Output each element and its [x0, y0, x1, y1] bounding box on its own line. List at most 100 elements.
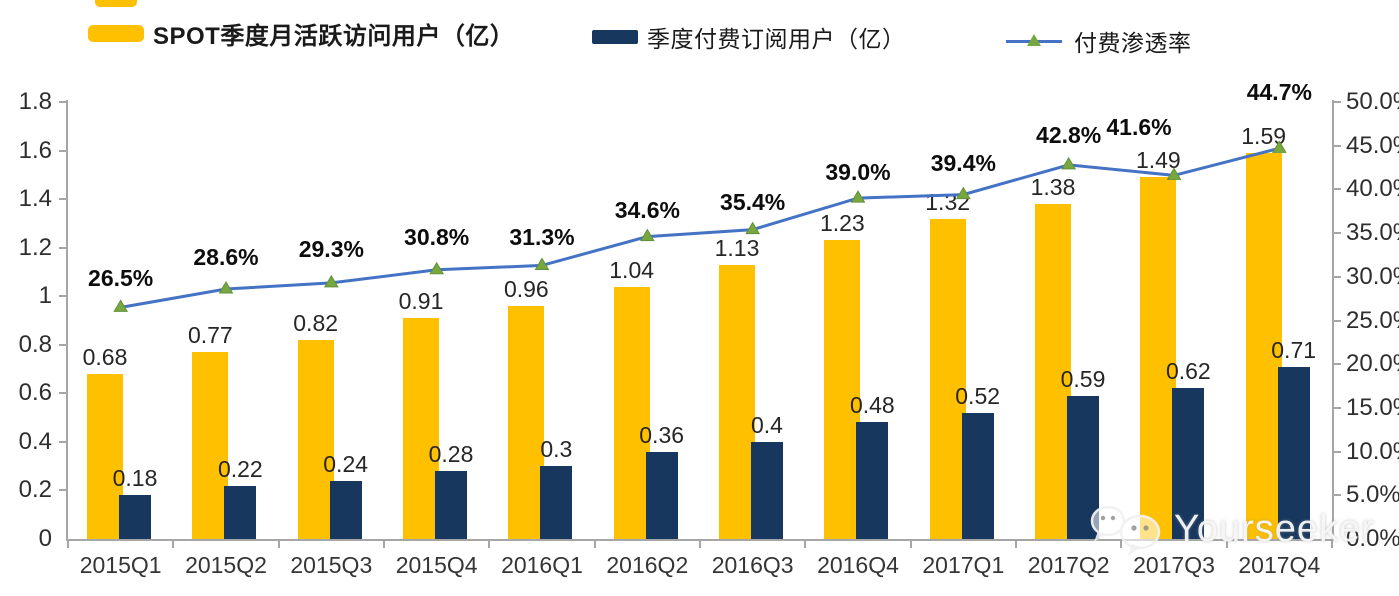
legend-label-subscribers: 季度付费订阅用户（亿） — [647, 26, 906, 52]
y-axis-left-tick — [59, 101, 66, 103]
y-axis-right-tick — [1334, 232, 1341, 235]
y-axis-left-label: 0.2 — [18, 476, 52, 504]
x-axis-tick — [172, 541, 175, 548]
y-axis-right-tick — [1334, 144, 1341, 147]
penetration-label-2017Q1: 39.4% — [930, 149, 996, 176]
y-axis-left-tick — [59, 392, 66, 395]
bar-label-mau-2017Q4: 1.59 — [1241, 122, 1287, 149]
line-marker-2017Q2 — [1061, 156, 1077, 170]
y-axis-right-tick — [1334, 275, 1341, 278]
bar-subs-2016Q1 — [540, 466, 573, 539]
bar-label-subs-2015Q3: 0.24 — [323, 450, 369, 477]
x-axis-tick — [1015, 541, 1017, 548]
x-axis-tick — [699, 541, 701, 548]
x-axis-label-2016Q4: 2016Q4 — [817, 552, 899, 578]
bar-label-mau-2016Q1: 0.96 — [503, 275, 549, 302]
y-axis-left-label: 1.4 — [18, 185, 52, 213]
line-marker-2016Q1 — [534, 257, 550, 270]
y-axis-right-label: 10.0% — [1346, 437, 1399, 465]
y-axis-left-line — [66, 100, 68, 541]
line-marker-2015Q4 — [429, 261, 445, 275]
y-axis-left-label: 0.4 — [18, 427, 52, 455]
line-marker-2016Q3 — [745, 221, 761, 235]
y-axis-right-label: 45.0% — [1346, 131, 1399, 159]
y-axis-right-tick — [1334, 319, 1341, 322]
y-axis-left-tick — [59, 149, 66, 152]
bar-mau-2015Q4 — [403, 318, 439, 539]
x-axis-label-2016Q3: 2016Q3 — [711, 552, 794, 578]
x-axis-tick — [1331, 541, 1333, 548]
watermark: Yourseeker — [1088, 498, 1375, 560]
bar-mau-2015Q3 — [297, 339, 334, 539]
y-axis-left-tick — [59, 489, 66, 492]
x-axis-label-2016Q1: 2016Q1 — [501, 552, 583, 578]
bar-label-subs-2017Q3: 0.62 — [1165, 358, 1211, 385]
bar-label-mau-2015Q4: 0.91 — [398, 288, 444, 315]
legend-swatch-mau — [88, 25, 144, 42]
x-axis-label-2017Q1: 2017Q1 — [922, 552, 1005, 578]
triangle-marker-icon — [1027, 34, 1041, 46]
bar-subs-2016Q4 — [856, 422, 889, 539]
watermark-text: Yourseeker — [1174, 507, 1375, 550]
penetration-label-2017Q3: 41.6% — [1106, 114, 1172, 141]
x-axis-tick — [804, 541, 807, 548]
y-axis-right-tick — [1334, 363, 1341, 366]
wechat-icon — [1090, 505, 1161, 556]
x-axis-label-2017Q3: 2017Q3 — [1133, 552, 1215, 578]
bar-mau-2016Q2 — [613, 286, 650, 539]
y-axis-left-tick — [59, 343, 66, 346]
bar-subs-2017Q4 — [1277, 366, 1310, 539]
y-axis-right-tick — [1334, 406, 1341, 409]
bar-subs-2017Q3 — [1172, 388, 1205, 539]
line-marker-2016Q4 — [850, 190, 866, 203]
y-axis-left-label: 0.8 — [18, 330, 52, 358]
y-axis-left-label: 0.6 — [18, 379, 52, 407]
bar-subs-2015Q3 — [329, 480, 362, 539]
bar-label-subs-2017Q2: 0.59 — [1060, 365, 1106, 392]
y-axis-left-label: 1.8 — [18, 88, 52, 115]
x-axis-label-2016Q2: 2016Q2 — [606, 552, 689, 578]
y-axis-left-label: 1.2 — [18, 233, 52, 261]
x-axis-tick — [383, 541, 385, 548]
bar-label-subs-2016Q1: 0.3 — [540, 436, 573, 463]
bar-label-subs-2017Q4: 0.71 — [1271, 336, 1317, 363]
y-axis-right-tick — [1334, 494, 1341, 497]
x-axis-label-2015Q1: 2015Q1 — [79, 552, 162, 578]
legend-item-subscribers: 季度付费订阅用户（亿） — [592, 20, 906, 54]
penetration-label-2017Q4: 44.7% — [1246, 79, 1312, 106]
bar-label-mau-2017Q1: 1.32 — [925, 188, 971, 215]
bar-subs-2015Q1 — [119, 495, 151, 539]
bar-label-mau-2016Q2: 1.04 — [609, 256, 655, 283]
x-axis-line — [66, 539, 1334, 541]
bar-subs-2017Q1 — [961, 412, 994, 539]
line-marker-2016Q2 — [639, 228, 655, 242]
bar-subs-2016Q2 — [645, 451, 678, 539]
bar-label-subs-2016Q4: 0.48 — [849, 392, 895, 419]
x-axis-label-2015Q4: 2015Q4 — [395, 552, 478, 578]
x-axis-tick — [488, 541, 491, 548]
y-axis-left-tick — [59, 295, 66, 298]
bar-label-mau-2015Q3: 0.82 — [293, 309, 339, 336]
bar-label-mau-2016Q3: 1.13 — [714, 234, 760, 261]
y-axis-right-tick — [1334, 101, 1341, 103]
line-marker-icon — [1006, 33, 1062, 49]
bar-mau-2015Q2 — [192, 352, 229, 539]
bar-label-subs-2015Q2: 0.22 — [217, 455, 263, 482]
bar-label-mau-2015Q2: 0.77 — [187, 322, 233, 349]
bar-label-subs-2017Q1: 0.52 — [955, 382, 1001, 409]
penetration-label-2016Q1: 31.3% — [509, 224, 575, 251]
legend-item-mau: SPOT季度月活跃访问用户（亿） — [88, 16, 514, 51]
x-axis-tick — [277, 541, 280, 548]
bar-mau-2015Q1 — [87, 373, 123, 539]
y-axis-left-label: 0 — [38, 525, 52, 552]
y-axis-right-label: 50.0% — [1346, 88, 1399, 115]
bar-label-mau-2015Q1: 0.68 — [82, 343, 128, 370]
x-axis-tick — [593, 541, 596, 548]
bar-subs-2016Q3 — [751, 441, 783, 539]
y-axis-left-tick — [59, 198, 66, 201]
y-axis-right-label: 5.0% — [1346, 481, 1399, 509]
y-axis-right-label: 25.0% — [1346, 306, 1399, 334]
y-axis-right-label: 15.0% — [1346, 393, 1399, 421]
penetration-label-2017Q2: 42.8% — [1036, 121, 1102, 148]
